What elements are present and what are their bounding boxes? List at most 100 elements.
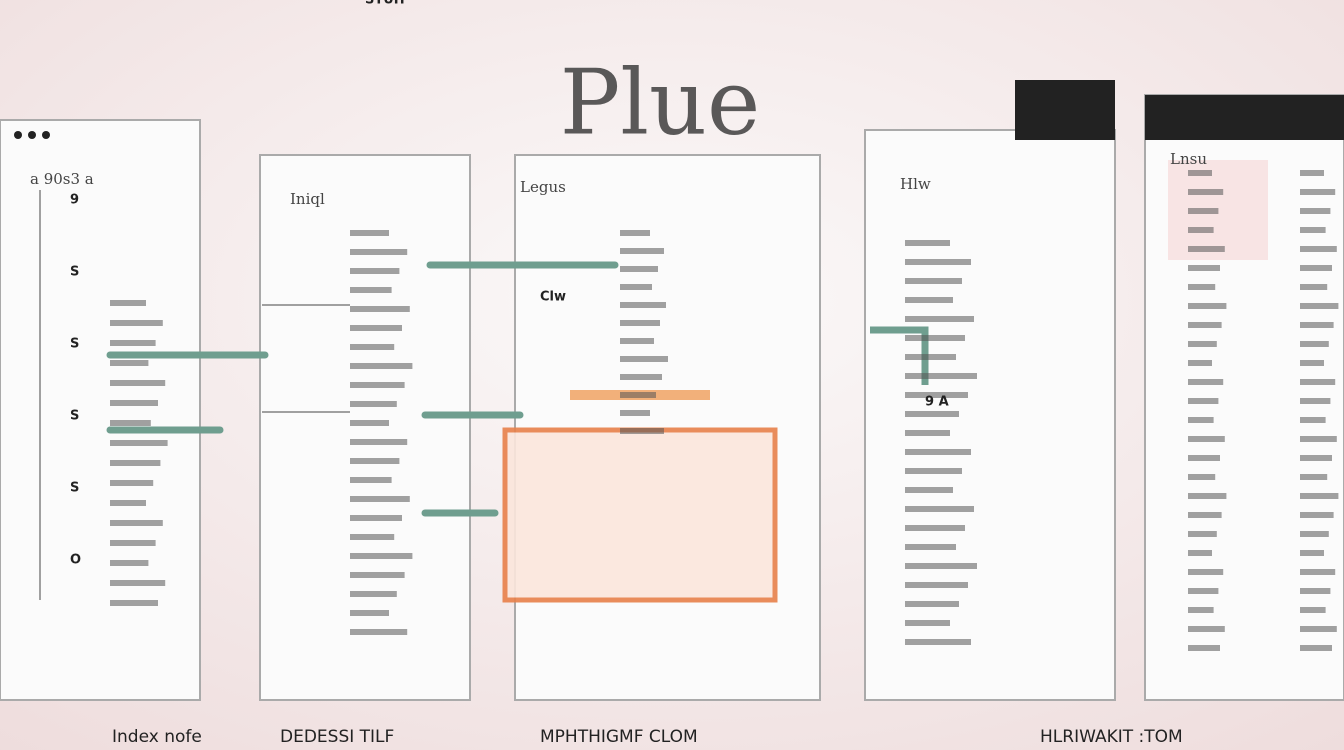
text-row	[1188, 341, 1217, 347]
text-row	[1300, 284, 1328, 290]
text-row	[905, 297, 953, 303]
text-row	[1300, 436, 1337, 442]
text-row	[905, 259, 971, 265]
text-row	[905, 278, 962, 284]
text-row	[905, 468, 962, 474]
text-row	[620, 230, 650, 236]
text-row	[905, 582, 968, 588]
text-row	[350, 515, 402, 521]
panel-item: S	[70, 409, 79, 424]
text-row	[350, 363, 413, 369]
text-row	[110, 360, 149, 366]
text-row	[905, 411, 959, 417]
text-row	[905, 487, 953, 493]
text-row	[1300, 189, 1336, 195]
text-rows	[110, 170, 1339, 651]
panel-item: 9	[70, 193, 79, 208]
panel	[0, 119, 201, 701]
text-row	[1300, 398, 1331, 404]
text-row	[905, 392, 968, 398]
text-row	[1188, 170, 1212, 176]
panel-heading: Iniql	[290, 190, 325, 208]
text-row	[1300, 417, 1326, 423]
text-row	[350, 534, 395, 540]
text-row	[1300, 474, 1328, 480]
text-row	[1300, 569, 1336, 575]
text-row	[110, 420, 151, 426]
text-row	[110, 460, 161, 466]
text-row	[1188, 322, 1222, 328]
dot	[42, 131, 50, 139]
panel-heading: Lnsu	[1170, 150, 1207, 168]
text-row	[620, 320, 660, 326]
text-row	[350, 591, 397, 597]
text-row	[1188, 265, 1220, 271]
text-row	[620, 338, 654, 344]
text-row	[620, 248, 664, 254]
text-row	[620, 266, 658, 272]
text-row	[110, 600, 158, 606]
panel	[259, 154, 471, 701]
text-row	[110, 560, 149, 566]
text-row	[350, 325, 402, 331]
text-row	[1188, 360, 1212, 366]
text-row	[1188, 569, 1224, 575]
text-row	[1300, 208, 1331, 214]
text-row	[1300, 303, 1339, 309]
text-row	[1300, 322, 1334, 328]
text-row	[905, 506, 974, 512]
panel-item: O	[70, 553, 81, 568]
text-row	[905, 563, 977, 569]
text-row	[905, 544, 956, 550]
text-row	[905, 449, 971, 455]
text-row	[350, 572, 405, 578]
text-row	[1300, 607, 1326, 613]
text-row	[350, 439, 408, 445]
text-row	[1188, 588, 1219, 594]
text-row	[1300, 170, 1324, 176]
text-row	[350, 382, 405, 388]
text-row	[905, 335, 965, 341]
text-row	[1188, 645, 1220, 651]
text-row	[1188, 284, 1216, 290]
text-row	[110, 400, 158, 406]
panel-heading: Legus	[520, 178, 566, 196]
text-row	[620, 428, 664, 434]
caption: MPHTHIGMF CLOM	[540, 727, 698, 747]
text-row	[350, 230, 389, 236]
text-row	[110, 380, 166, 386]
text-row	[1300, 341, 1329, 347]
text-row	[110, 540, 156, 546]
text-row	[350, 344, 395, 350]
panel-header	[1145, 95, 1344, 140]
text-row	[350, 496, 410, 502]
text-row	[1188, 455, 1220, 461]
text-row	[1188, 227, 1214, 233]
text-row	[110, 300, 146, 306]
panel-item: S	[70, 265, 79, 280]
image-card	[502, 427, 778, 603]
text-row	[1300, 550, 1324, 556]
text-row	[905, 354, 956, 360]
text-row	[350, 629, 408, 635]
text-row	[1300, 531, 1329, 537]
caption: HLRIWAKIT :TOM	[1040, 727, 1183, 747]
dot	[14, 131, 22, 139]
panel-item: Clw	[540, 290, 566, 305]
panel	[864, 129, 1116, 701]
text-row	[905, 373, 977, 379]
panel-heading: Hlw	[900, 175, 931, 193]
text-row	[1188, 189, 1224, 195]
text-row	[620, 284, 652, 290]
panel-item: S	[70, 337, 79, 352]
text-row	[1188, 417, 1214, 423]
text-row	[1300, 360, 1324, 366]
text-row	[905, 601, 959, 607]
text-row	[1188, 626, 1225, 632]
panel-header	[1015, 80, 1115, 140]
text-row	[110, 320, 163, 326]
text-row	[1188, 303, 1227, 309]
panel-item: 9 A	[925, 395, 949, 410]
text-row	[620, 410, 650, 416]
